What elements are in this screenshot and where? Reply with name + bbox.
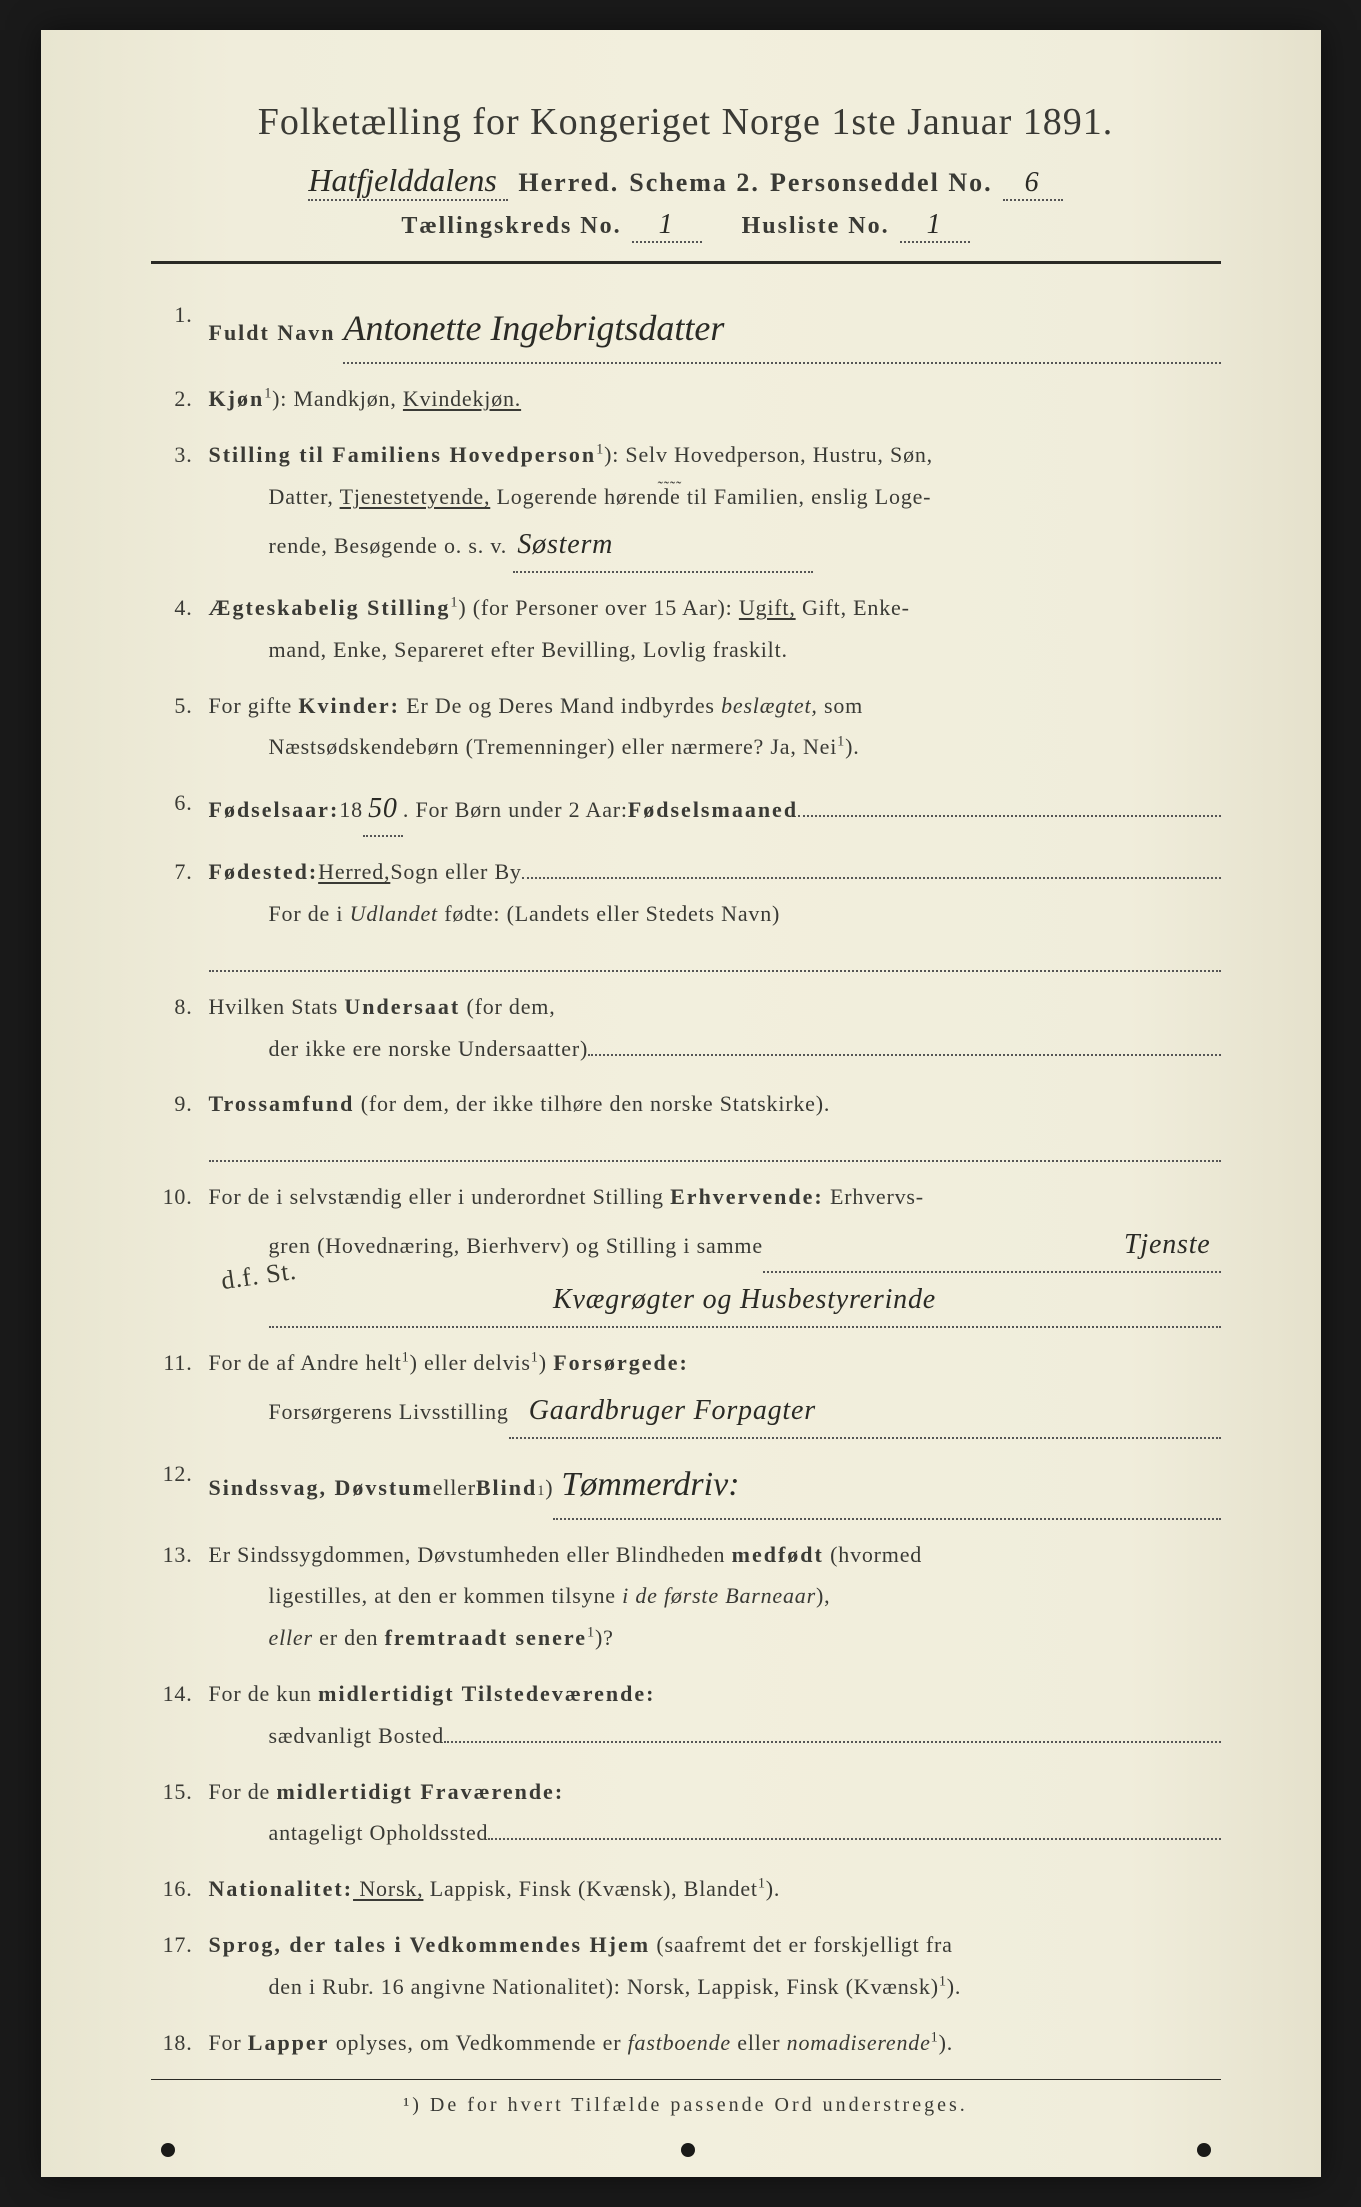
census-form-page: Folketælling for Kongeriget Norge 1ste J…	[41, 30, 1321, 2177]
q10-hw1: Tjenste	[763, 1218, 1221, 1273]
personseddel-no: 6	[1003, 167, 1063, 201]
q9-label: Trossamfund	[209, 1091, 355, 1116]
q11-hw: Gaardbruger Forpagter	[509, 1384, 1221, 1439]
q3-selected: Tjenestetyende,	[340, 484, 491, 509]
q2-selected: Kvindekjøn.	[403, 386, 521, 411]
q12-hw: Tømmerdriv:	[553, 1453, 1220, 1520]
q1-label: Fuldt Navn	[209, 312, 336, 354]
divider-bottom	[151, 2079, 1221, 2080]
q4: 4. Ægteskabelig Stilling1) (for Personer…	[161, 587, 1221, 671]
q10: 10. For de i selvstændig eller i underor…	[161, 1176, 1221, 1328]
q7-blank-line	[209, 941, 1221, 972]
q13: 13. Er Sindssygdommen, Døvstumheden elle…	[161, 1534, 1221, 1659]
q5: 5. For gifte Kvinder: Er De og Deres Man…	[161, 685, 1221, 769]
q14: 14. For de kun midlertidigt Tilstedevære…	[161, 1673, 1221, 1757]
q16: 16. Nationalitet: Norsk, Lappisk, Finsk …	[161, 1868, 1221, 1910]
q6-year: 50	[363, 782, 403, 837]
q4-num: 4.	[161, 587, 209, 671]
herred-label: Herred.	[518, 168, 619, 198]
q18: 18. For Lapper oplyses, om Vedkommende e…	[161, 2022, 1221, 2064]
q1: 1. Fuldt Navn Antonette Ingebrigtsdatter	[161, 294, 1221, 364]
q17-label: Sprog, der tales i Vedkommendes Hjem	[209, 1932, 651, 1957]
q12-label: Sindssvag, Døvstum	[209, 1467, 433, 1509]
husliste-label: Husliste No.	[742, 213, 890, 240]
q5-num: 5.	[161, 685, 209, 769]
footnote: ¹) De for hvert Tilfælde passende Ord un…	[151, 2094, 1221, 2117]
q14-num: 14.	[161, 1673, 209, 1757]
q11: 11. For de af Andre helt1) eller delvis1…	[161, 1342, 1221, 1439]
q10-num: 10.	[161, 1176, 209, 1328]
hole-mid	[681, 2143, 695, 2157]
q6-num: 6.	[161, 782, 209, 837]
q18-num: 18.	[161, 2022, 209, 2064]
q7-label: Fødested:	[209, 851, 319, 893]
q16-selected: Norsk,	[353, 1876, 423, 1901]
q6: 6. Fødselsaar: 1850. For Børn under 2 Aa…	[161, 782, 1221, 837]
q3-num: 3.	[161, 434, 209, 573]
q16-label: Nationalitet:	[209, 1876, 354, 1901]
q3: 3. Stilling til Familiens Hovedperson1):…	[161, 434, 1221, 573]
q3-label: Stilling til Familiens Hovedperson	[209, 442, 597, 467]
q7: 7. Fødested: Herred, Sogn eller By For d…	[161, 851, 1221, 971]
q4-selected: Ugift,	[739, 595, 796, 620]
q2: 2. Kjøn1): Mandkjøn, Kvindekjøn.	[161, 378, 1221, 420]
q17-num: 17.	[161, 1924, 209, 2008]
q6-month-field	[798, 791, 1220, 817]
q8-num: 8.	[161, 986, 209, 1070]
husliste-no: 1	[900, 209, 970, 243]
q2-num: 2.	[161, 378, 209, 420]
question-list: 1. Fuldt Navn Antonette Ingebrigtsdatter…	[151, 294, 1221, 2063]
q11-num: 11.	[161, 1342, 209, 1439]
header-row-1: Hatfjelddalens Herred. Schema 2. Persons…	[151, 162, 1221, 201]
q3-handwritten: Søsterm	[513, 518, 813, 573]
q16-num: 16.	[161, 1868, 209, 1910]
personseddel-label: Personseddel No.	[770, 168, 993, 198]
q1-value: Antonette Ingebrigtsdatter	[343, 294, 1220, 364]
q9-num: 9.	[161, 1083, 209, 1162]
herred-handwritten: Hatfjelddalens	[308, 162, 508, 201]
q6-label1: Fødselsaar:	[209, 789, 340, 831]
q7-selected: Herred,	[318, 851, 390, 893]
kreds-label: Tællingskreds No.	[401, 213, 621, 240]
q15: 15. For de midlertidigt Fraværende: anta…	[161, 1771, 1221, 1855]
q8: 8. Hvilken Stats Undersaat (for dem, der…	[161, 986, 1221, 1070]
divider-top	[151, 261, 1221, 264]
hole-left	[161, 2143, 175, 2157]
q10-margin-note: d.f. St.	[217, 1246, 299, 1305]
q17: 17. Sprog, der tales i Vedkommendes Hjem…	[161, 1924, 1221, 2008]
q12-num: 12.	[161, 1453, 209, 1520]
q13-num: 13.	[161, 1534, 209, 1659]
q9-blank	[209, 1131, 1221, 1162]
q4-label: Ægteskabelig Stilling	[209, 595, 451, 620]
schema-label: Schema 2.	[629, 168, 760, 198]
q9: 9. Trossamfund (for dem, der ikke tilhør…	[161, 1083, 1221, 1162]
q1-num: 1.	[161, 294, 209, 364]
q10-hw2: Kvægrøgter og Husbestyrerinde	[269, 1273, 1221, 1328]
kreds-no: 1	[632, 209, 702, 243]
q12: 12. Sindssvag, Døvstum eller Blind1) Tøm…	[161, 1453, 1221, 1520]
header-row-2: Tællingskreds No. 1 Husliste No. 1	[151, 209, 1221, 243]
form-title: Folketælling for Kongeriget Norge 1ste J…	[151, 100, 1221, 144]
q15-num: 15.	[161, 1771, 209, 1855]
q3-tilde-marks: ˜˜˜˜	[658, 479, 683, 496]
q7-num: 7.	[161, 851, 209, 971]
q2-label: Kjøn	[209, 386, 265, 411]
hole-right	[1197, 2143, 1211, 2157]
